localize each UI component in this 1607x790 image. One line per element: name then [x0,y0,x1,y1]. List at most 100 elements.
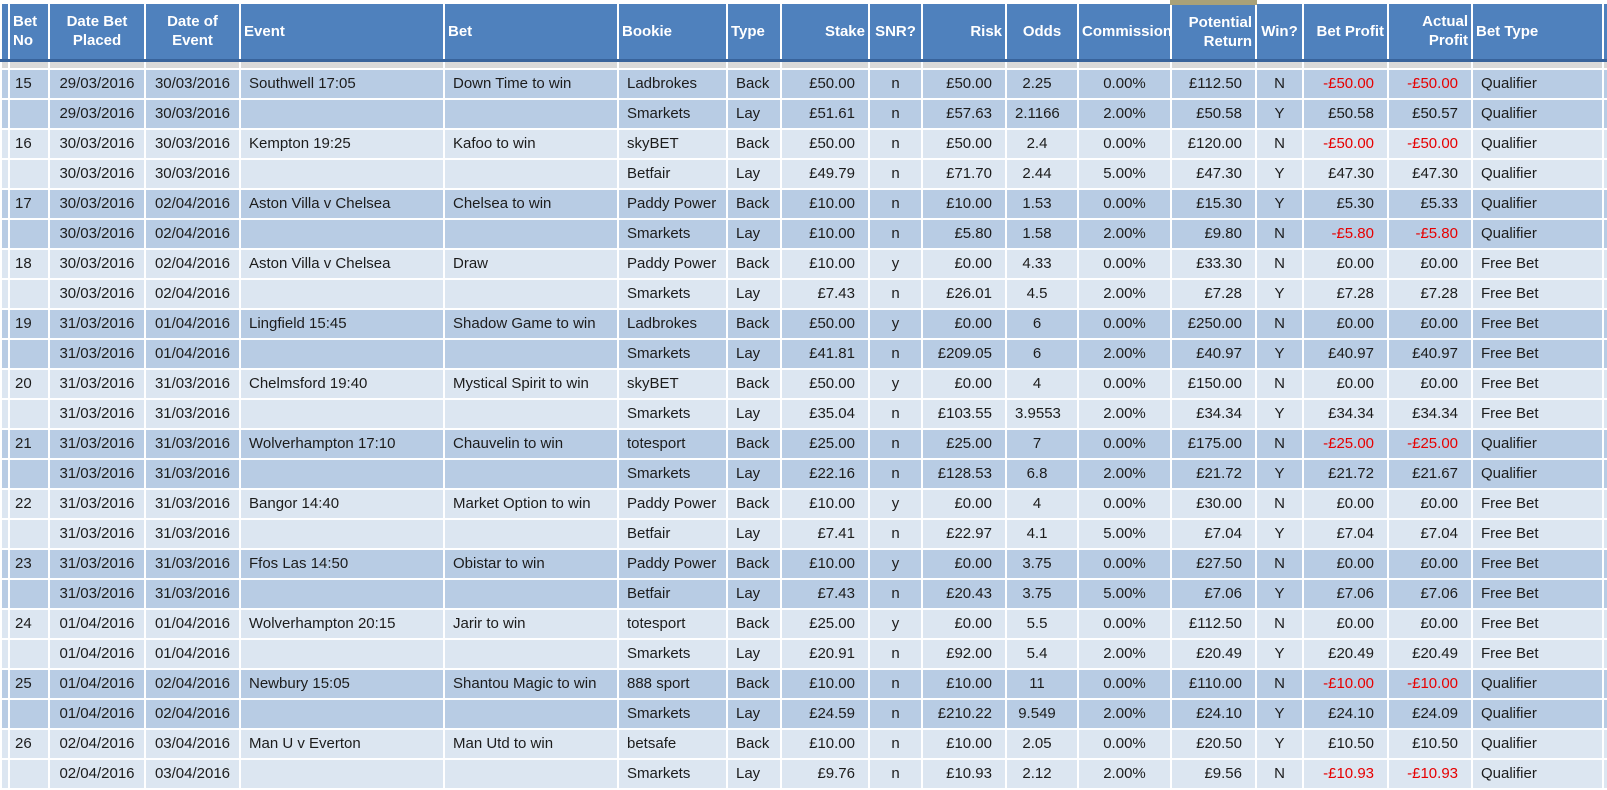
cell-bet_type[interactable]: Qualifier [1471,157,1604,190]
cell-spacer[interactable] [0,277,10,310]
cell-risk[interactable]: £71.70 [921,157,1007,190]
cell-risk[interactable]: £22.97 [921,517,1007,550]
cell-commission[interactable]: 5.00% [1077,517,1172,550]
cell-event[interactable] [239,337,445,370]
cell-actual_profit[interactable]: £5.33 [1387,187,1473,220]
cell-actual_profit[interactable]: £0.00 [1387,487,1473,520]
cell-bet[interactable] [443,337,619,370]
cell-risk[interactable]: £50.00 [921,67,1007,100]
cell-bookie[interactable]: Smarkets [617,457,728,490]
cell-date_placed[interactable]: 29/03/2016 [48,67,146,100]
cell-date_event[interactable]: 02/04/2016 [144,187,241,220]
cell-bet_profit[interactable]: £0.00 [1302,247,1389,280]
cell-bet_no[interactable] [8,517,50,550]
cell-snr[interactable]: n [868,517,923,550]
cell-edge[interactable] [1602,217,1607,250]
column-header-win[interactable]: Win? [1255,1,1304,62]
cell-actual_profit[interactable]: £20.49 [1387,637,1473,670]
cell-bet_no[interactable] [8,277,50,310]
cell-stake[interactable]: £10.00 [780,667,870,700]
cell-stake[interactable]: £50.00 [780,307,870,340]
cell-bet_profit[interactable]: -£5.80 [1302,217,1389,250]
cell-bookie[interactable]: skyBET [617,367,728,400]
cell-event[interactable] [239,97,445,130]
cell-odds[interactable]: 9.549 [1005,697,1079,730]
cell-bookie[interactable]: Paddy Power [617,247,728,280]
cell-bookie[interactable]: Smarkets [617,637,728,670]
cell-bet_profit[interactable]: -£10.93 [1302,757,1389,790]
cell-event[interactable] [239,697,445,730]
cell-bet_no[interactable] [8,757,50,790]
cell-spacer[interactable] [0,667,10,700]
cell-commission[interactable]: 0.00% [1077,487,1172,520]
cell-commission[interactable]: 0.00% [1077,607,1172,640]
cell-type[interactable]: Lay [726,337,782,370]
cell-date_placed[interactable]: 30/03/2016 [48,247,146,280]
cell-risk[interactable]: £0.00 [921,247,1007,280]
cell-commission[interactable]: 5.00% [1077,157,1172,190]
cell-type[interactable]: Back [726,487,782,520]
cell-type[interactable]: Back [726,727,782,760]
cell-win[interactable]: Y [1255,517,1304,550]
cell-type[interactable]: Lay [726,97,782,130]
cell-bet_no[interactable]: 20 [8,367,50,400]
cell-stake[interactable]: £7.41 [780,517,870,550]
cell-event[interactable] [239,397,445,430]
cell-commission[interactable]: 0.00% [1077,67,1172,100]
cell-potential_return[interactable]: £7.28 [1170,277,1257,310]
cell-win[interactable]: Y [1255,157,1304,190]
cell-date_event[interactable]: 30/03/2016 [144,67,241,100]
cell-odds[interactable]: 2.05 [1005,727,1079,760]
cell-win[interactable]: N [1255,607,1304,640]
cell-type[interactable]: Lay [726,517,782,550]
cell-potential_return[interactable]: £34.34 [1170,397,1257,430]
cell-bet_profit[interactable]: £34.34 [1302,397,1389,430]
cell-bookie[interactable]: Smarkets [617,697,728,730]
cell-bet[interactable] [443,577,619,610]
cell-date_placed[interactable]: 30/03/2016 [48,277,146,310]
cell-stake[interactable]: £49.79 [780,157,870,190]
cell-stake[interactable]: £9.76 [780,757,870,790]
cell-spacer[interactable] [0,457,10,490]
cell-type[interactable]: Back [726,547,782,580]
cell-odds[interactable]: 4.5 [1005,277,1079,310]
cell-odds[interactable]: 4 [1005,367,1079,400]
cell-actual_profit[interactable]: £0.00 [1387,607,1473,640]
cell-type[interactable]: Back [726,667,782,700]
cell-bet[interactable]: Jarir to win [443,607,619,640]
cell-bet_type[interactable]: Free Bet [1471,397,1604,430]
cell-bet_type[interactable]: Qualifier [1471,757,1604,790]
cell-spacer[interactable] [0,547,10,580]
cell-bookie[interactable]: Betfair [617,517,728,550]
cell-bet_profit[interactable]: £10.50 [1302,727,1389,760]
cell-odds[interactable]: 1.58 [1005,217,1079,250]
cell-spacer[interactable] [0,97,10,130]
cell-spacer[interactable] [0,217,10,250]
cell-actual_profit[interactable]: £47.30 [1387,157,1473,190]
edge-header-cell[interactable] [1602,1,1607,62]
cell-edge[interactable] [1602,697,1607,730]
column-header-bet_profit[interactable]: Bet Profit [1302,1,1389,62]
cell-actual_profit[interactable]: -£5.80 [1387,217,1473,250]
cell-date_event[interactable]: 01/04/2016 [144,337,241,370]
cell-stake[interactable]: £24.59 [780,697,870,730]
cell-commission[interactable]: 2.00% [1077,637,1172,670]
cell-type[interactable]: Lay [726,217,782,250]
spacer-header-cell[interactable] [0,1,10,62]
cell-edge[interactable] [1602,127,1607,160]
cell-spacer[interactable] [0,67,10,100]
cell-type[interactable]: Back [726,427,782,460]
cell-potential_return[interactable]: £27.50 [1170,547,1257,580]
cell-commission[interactable]: 0.00% [1077,127,1172,160]
cell-event[interactable]: Aston Villa v Chelsea [239,247,445,280]
cell-bet[interactable]: Man Utd to win [443,727,619,760]
cell-stake[interactable]: £10.00 [780,547,870,580]
cell-event[interactable]: Kempton 19:25 [239,127,445,160]
cell-date_event[interactable]: 31/03/2016 [144,547,241,580]
cell-odds[interactable]: 3.75 [1005,547,1079,580]
cell-bet_no[interactable]: 17 [8,187,50,220]
cell-event[interactable]: Southwell 17:05 [239,67,445,100]
cell-snr[interactable]: n [868,637,923,670]
cell-edge[interactable] [1602,367,1607,400]
cell-bet_no[interactable]: 26 [8,727,50,760]
